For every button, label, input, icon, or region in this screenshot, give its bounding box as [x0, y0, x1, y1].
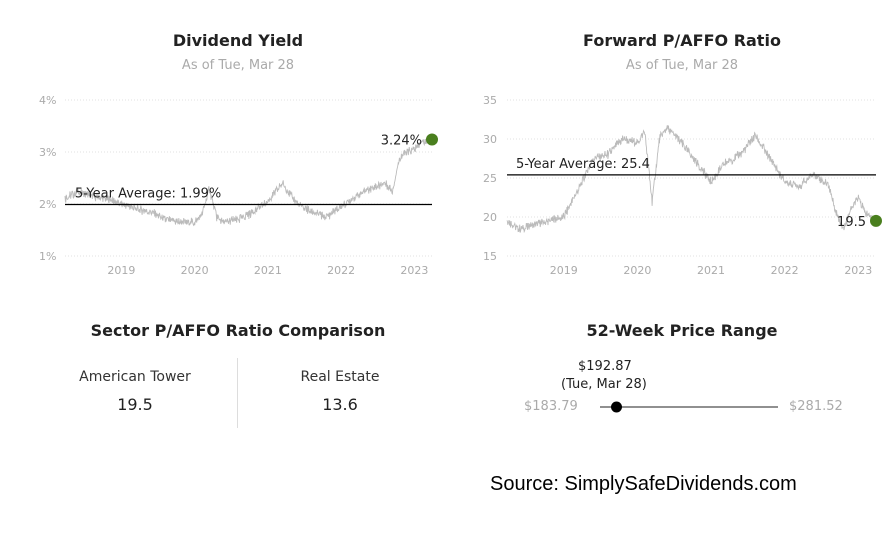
series-line — [506, 125, 877, 234]
sector-title: Sector P/AFFO Ratio Comparison — [90, 321, 386, 340]
y-tick-label: 4% — [39, 94, 56, 107]
x-tick-label: 2021 — [697, 264, 725, 277]
y-tick-label: 1% — [39, 250, 56, 263]
x-tick-label: 2022 — [327, 264, 355, 277]
sector-item-american-tower: American Tower 19.5 — [60, 369, 210, 414]
current-date: (Tue, Mar 28) — [561, 377, 647, 392]
series-line — [64, 136, 433, 227]
dividend-yield-title: Dividend Yield — [172, 31, 304, 50]
x-tick-label: 2023 — [844, 264, 872, 277]
y-tick-label: 25 — [483, 172, 497, 185]
range-high-label: $281.52 — [789, 399, 843, 414]
sector-divider — [237, 358, 238, 428]
pffo-chart: 15 20 25 30 35 2019 2020 2021 2022 2023 5-Year Ave… — [483, 94, 882, 277]
sector-name: Real Estate — [300, 369, 380, 385]
x-tick-label: 2020 — [623, 264, 651, 277]
pffo-subtitle: As of Tue, Mar 28 — [625, 58, 739, 73]
x-tick-label: 2021 — [254, 264, 282, 277]
x-tick-label: 2019 — [107, 264, 135, 277]
average-label: 5-Year Average: 25.4 — [516, 157, 650, 172]
dividend-yield-chart: 1% 2% 3% 4% 2019 2020 2021 2022 2023 5-Year Avera… — [39, 94, 438, 277]
x-tick-label: 2020 — [181, 264, 209, 277]
y-tick-label: 35 — [483, 94, 497, 107]
x-tick-label: 2023 — [400, 264, 428, 277]
sector-name: American Tower — [79, 369, 191, 385]
sector-item-real-estate: Real Estate 13.6 — [265, 369, 415, 414]
pffo-title: Forward P/AFFO Ratio — [583, 31, 781, 50]
source-text: Source: SimplySafeDividends.com — [490, 473, 797, 495]
y-tick-label: 30 — [483, 133, 497, 146]
y-tick-label: 3% — [39, 146, 56, 159]
last-value-point — [426, 133, 438, 146]
y-tick-label: 2% — [39, 198, 56, 211]
current-price: $192.87 — [578, 359, 632, 374]
dividend-yield-subtitle: As of Tue, Mar 28 — [181, 58, 295, 73]
sector-value: 13.6 — [322, 395, 358, 414]
average-label: 5-Year Average: 1.99% — [75, 187, 221, 202]
sector-value: 19.5 — [117, 395, 153, 414]
x-tick-label: 2022 — [771, 264, 799, 277]
last-value-label: 3.24% — [381, 134, 422, 149]
last-value-label: 19.5 — [837, 215, 866, 230]
y-tick-label: 15 — [483, 250, 497, 263]
range-low-label: $183.79 — [524, 399, 578, 414]
range-current-marker — [611, 401, 622, 413]
price-range-title: 52-Week Price Range — [586, 321, 778, 340]
x-tick-label: 2019 — [550, 264, 578, 277]
last-value-point — [870, 214, 882, 227]
y-tick-label: 20 — [483, 211, 497, 224]
